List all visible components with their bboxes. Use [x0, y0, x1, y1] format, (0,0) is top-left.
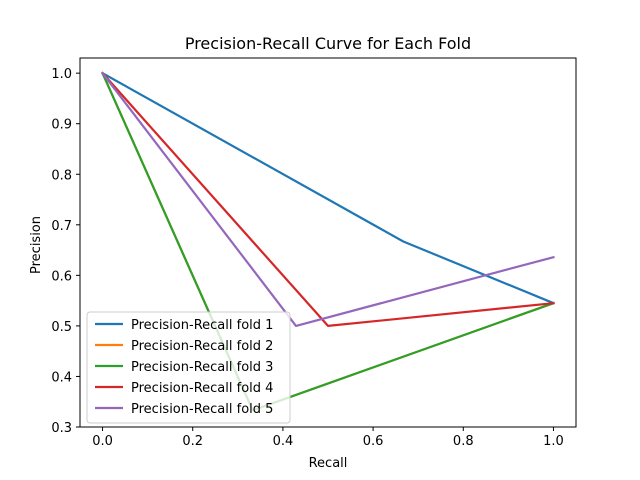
legend-entry: Precision-Recall fold 5: [131, 402, 273, 417]
series-line-fold-1: [101, 71, 555, 305]
y-tick-label: 0.5: [51, 320, 72, 335]
x-tick-label: 0.0: [92, 434, 113, 449]
plot-frame: [79, 57, 577, 428]
series-line-fold-4: [100, 71, 555, 327]
x-tick-label: 0.8: [453, 434, 474, 449]
y-tick-label: 0.3: [51, 421, 72, 436]
x-tick-label: 0.2: [182, 434, 203, 449]
y-tick-label: 0.7: [51, 219, 72, 234]
legend-entry: Precision-Recall fold 3: [131, 360, 273, 375]
chart-title: Precision-Recall Curve for Each Fold: [185, 34, 471, 53]
x-axis: 0.0 0.2 0.4 0.6 0.8 1.0: [92, 427, 564, 449]
y-tick-label: 0.8: [51, 168, 72, 183]
legend-entry: Precision-Recall fold 4: [131, 381, 273, 396]
legend-entry: Precision-Recall fold 1: [131, 318, 273, 333]
y-axis-label: Precision: [29, 216, 44, 274]
x-axis-label: Recall: [309, 456, 348, 471]
y-tick-label: 0.9: [51, 118, 72, 133]
x-tick-label: 0.6: [363, 434, 384, 449]
x-tick-label: 1.0: [543, 434, 564, 449]
y-tick-label: 0.6: [51, 269, 72, 284]
legend: Precision-Recall fold 1 Precision-Recall …: [86, 311, 291, 424]
x-tick-label: 0.4: [273, 434, 294, 449]
legend-entry: Precision-Recall fold 2: [131, 339, 273, 354]
y-axis: 0.3 0.4 0.5 0.6 0.7 0.8 0.9 1.0: [51, 67, 80, 436]
y-tick-label: 0.4: [51, 370, 72, 385]
y-tick-label: 1.0: [51, 67, 72, 82]
series-line-fold-5: [101, 71, 555, 327]
legend-box: [86, 311, 291, 424]
